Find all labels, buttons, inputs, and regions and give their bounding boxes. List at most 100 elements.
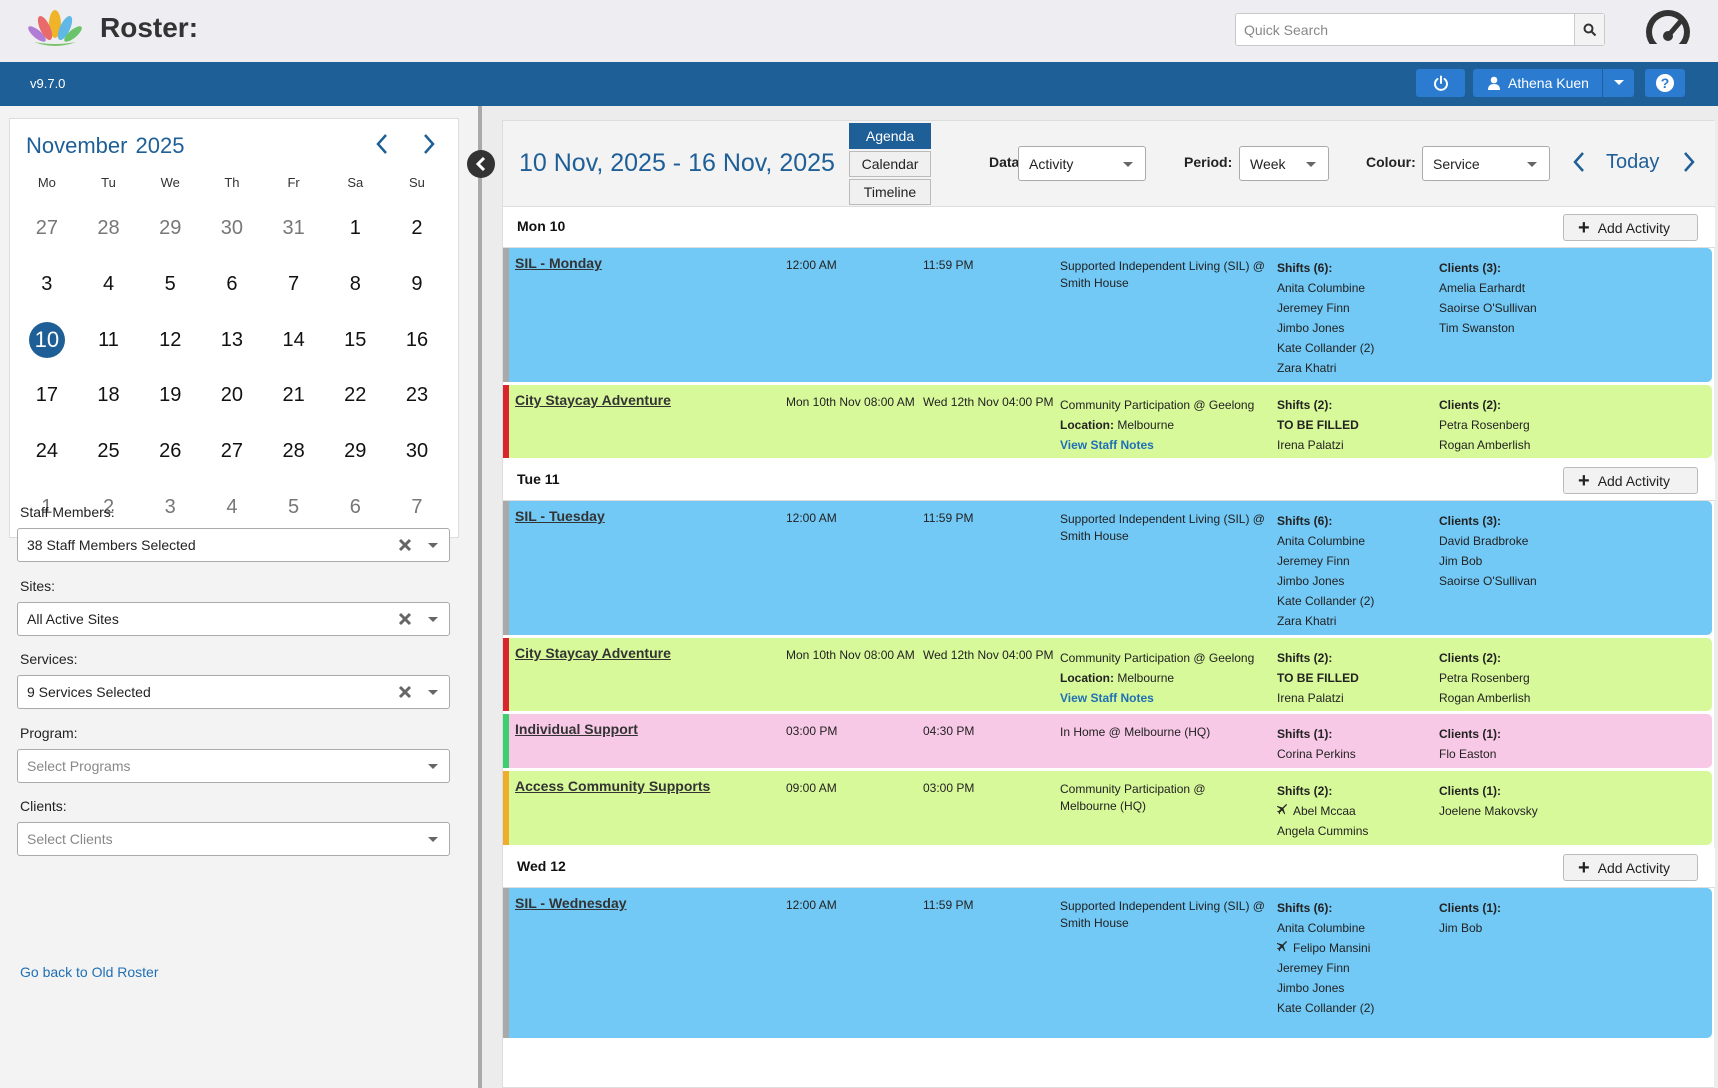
help-button[interactable]: ? [1645,69,1685,97]
view-calendar-button[interactable]: Calendar [849,151,931,177]
search-button[interactable] [1574,14,1604,45]
clear-icon[interactable] [398,612,412,626]
client-name[interactable]: Jim Bob [1439,554,1483,568]
add-activity-button[interactable]: + Add Activity [1563,214,1698,241]
calendar-day[interactable]: 17 [16,368,78,424]
calendar-day[interactable]: 26 [139,424,201,480]
calendar-day[interactable]: 18 [78,368,140,424]
calendar-day[interactable]: 4 [201,479,263,535]
calendar-day[interactable]: 15 [324,312,386,368]
client-name[interactable]: Rogan Amberlish [1439,691,1531,705]
view-staff-notes-link[interactable]: View Staff Notes [1060,438,1154,452]
activity-name-link[interactable]: Individual Support [515,721,638,737]
shift-staff[interactable]: Kate Collander (2) [1277,591,1374,611]
quick-search[interactable] [1235,13,1605,46]
logout-button[interactable] [1416,69,1465,97]
unfilled-shift[interactable]: TO BE FILLED [1277,668,1359,688]
activity-name-link[interactable]: Access Community Supports [515,778,711,794]
client-name[interactable]: Saoirse O'Sullivan [1439,301,1537,315]
shift-staff[interactable]: Jeremey Finn [1277,298,1374,318]
calendar-day[interactable]: 27 [201,424,263,480]
calendar-next-month-icon[interactable] [422,133,436,155]
activity-card[interactable]: Individual Support 03:00 PM 04:30 PM In Hom… [503,714,1712,768]
view-staff-notes-link[interactable]: View Staff Notes [1060,691,1154,705]
view-agenda-button[interactable]: Agenda [849,123,931,149]
client-name[interactable]: Rogan Amberlish [1439,438,1531,452]
activity-name-link[interactable]: SIL - Tuesday [515,508,605,524]
shift-staff[interactable]: Anita Columbine [1277,278,1374,298]
shift-staff[interactable]: Anita Columbine [1277,918,1374,938]
calendar-day[interactable]: 11 [78,312,140,368]
calendar-day[interactable]: 5 [263,479,325,535]
activity-name-link[interactable]: City Staycay Adventure [515,392,671,408]
calendar-day[interactable]: 16 [386,312,448,368]
shift-staff[interactable]: Anita Columbine [1277,531,1374,551]
calendar-day[interactable]: 2 [386,201,448,257]
client-name[interactable]: Amelia Earhardt [1439,281,1526,295]
quick-search-input[interactable] [1236,14,1576,45]
shift-staff[interactable]: Angela Cummins [1277,821,1368,841]
calendar-day[interactable]: 3 [16,257,78,313]
shift-staff[interactable]: Corina Perkins [1277,744,1356,764]
staff-members-select[interactable]: 38 Staff Members Selected [17,528,450,562]
clients-select[interactable]: Select Clients [17,822,450,856]
calendar-day[interactable]: 12 [139,312,201,368]
shift-staff[interactable]: Felipo Mansini [1277,938,1374,958]
client-name[interactable]: Joelene Makovsky [1439,804,1538,818]
activity-card[interactable]: City Staycay Adventure Mon 10th Nov 08:00… [503,385,1712,458]
calendar-day[interactable]: 30 [386,424,448,480]
calendar-day[interactable]: 1 [16,479,78,535]
prev-period-icon[interactable] [1572,151,1586,173]
calendar-day[interactable]: 6 [201,257,263,313]
clear-icon[interactable] [398,685,412,699]
calendar-day[interactable]: 25 [78,424,140,480]
calendar-day[interactable]: 19 [139,368,201,424]
calendar-day[interactable]: 27 [16,201,78,257]
calendar-day[interactable]: 29 [324,424,386,480]
calendar-day[interactable]: 14 [263,312,325,368]
shift-staff[interactable]: Jimbo Jones [1277,318,1374,338]
calendar-day[interactable]: 24 [16,424,78,480]
calendar-day[interactable]: 6 [324,479,386,535]
colour-select[interactable]: Service [1422,146,1550,181]
client-name[interactable]: Tim Swanston [1439,321,1515,335]
next-period-icon[interactable] [1682,151,1696,173]
calendar-day[interactable]: 28 [263,424,325,480]
services-select[interactable]: 9 Services Selected [17,675,450,709]
shift-staff[interactable]: Abel Mccaa [1277,801,1368,821]
shift-staff[interactable]: Jeremey Finn [1277,551,1374,571]
calendar-day[interactable]: 1 [324,201,386,257]
shift-staff[interactable]: Jimbo Jones [1277,571,1374,591]
view-timeline-button[interactable]: Timeline [849,179,931,205]
shift-staff[interactable]: Zara Khatri [1277,358,1374,378]
calendar-day[interactable]: 31 [263,201,325,257]
today-button[interactable]: Today [1606,151,1660,173]
calendar-day[interactable]: 5 [139,257,201,313]
shift-staff[interactable]: Kate Collander (2) [1277,998,1374,1018]
calendar-day[interactable]: 7 [386,479,448,535]
activity-card[interactable]: SIL - Wednesday 12:00 AM 11:59 PM Supported… [503,888,1712,1038]
add-activity-button[interactable]: + Add Activity [1563,467,1698,494]
calendar-day[interactable]: 9 [386,257,448,313]
calendar-day[interactable]: 30 [201,201,263,257]
activity-name-link[interactable]: SIL - Monday [515,255,602,271]
shift-staff[interactable]: Jeremey Finn [1277,958,1374,978]
shift-staff[interactable]: Jimbo Jones [1277,978,1374,998]
calendar-prev-month-icon[interactable] [375,133,389,155]
calendar-day[interactable]: 7 [263,257,325,313]
calendar-day[interactable]: 29 [139,201,201,257]
period-select[interactable]: Week [1239,146,1329,181]
calendar-day[interactable]: 21 [263,368,325,424]
sites-select[interactable]: All Active Sites [17,602,450,636]
calendar-day[interactable]: 22 [324,368,386,424]
activity-card[interactable]: SIL - Tuesday 12:00 AM 11:59 PM Supported I… [503,501,1712,635]
client-name[interactable]: Saoirse O'Sullivan [1439,574,1537,588]
client-name[interactable]: Petra Rosenberg [1439,671,1530,685]
shift-staff[interactable]: Irena Palatzi [1277,435,1359,455]
data-select[interactable]: Activity [1018,146,1146,181]
dashboard-gauge-icon[interactable] [1640,6,1696,54]
panel-divider[interactable] [478,106,482,1088]
user-menu-button[interactable]: Athena Kuen [1473,69,1602,97]
calendar-day[interactable]: 8 [324,257,386,313]
activity-name-link[interactable]: SIL - Wednesday [515,895,627,911]
